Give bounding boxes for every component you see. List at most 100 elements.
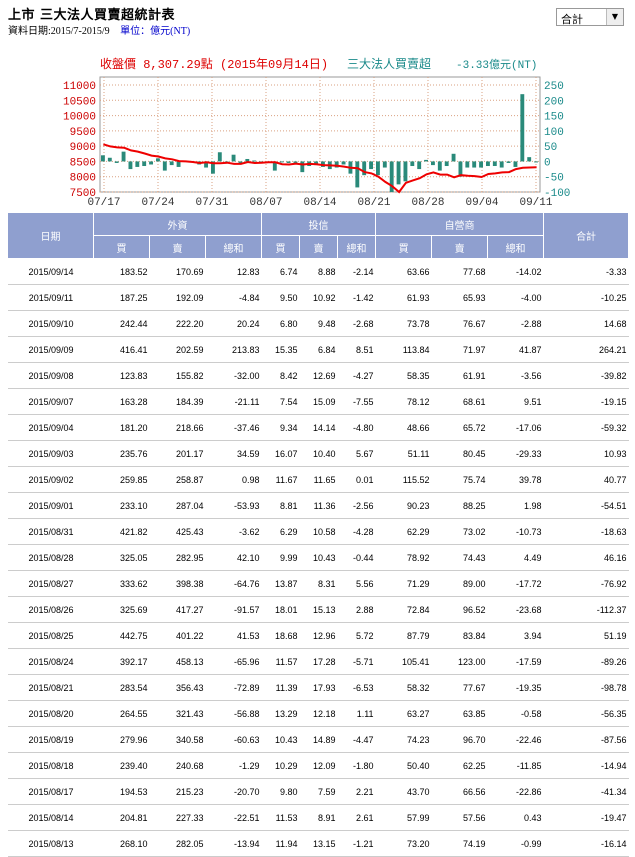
value-cell: -1.80 [337, 752, 376, 779]
table-row: 2015/08/24 392.17 458.13 -65.96 11.57 17.28 -5… [7, 648, 629, 675]
header-buy: 買 [93, 235, 150, 259]
value-cell: 240.68 [149, 752, 206, 779]
table-row: 2015/08/25 442.75 401.22 41.53 18.68 12.96 5.7… [7, 622, 629, 649]
summary-select[interactable]: 合計 ▼ [556, 8, 624, 26]
net-bar [135, 161, 140, 167]
value-cell: 4.49 [487, 544, 544, 571]
value-cell: 287.04 [149, 492, 206, 519]
net-bar [506, 161, 511, 163]
x-tick-label: 08/07 [249, 197, 282, 209]
value-cell: 41.53 [205, 622, 262, 649]
net-bar [513, 161, 518, 167]
table-row: 2015/08/20 264.55 321.43 -56.88 13.29 12.18 1.… [7, 700, 629, 727]
value-cell: 279.96 [93, 726, 150, 753]
value-cell: 11.36 [299, 492, 338, 519]
header-sell: 賣 [149, 235, 206, 259]
value-cell: -2.68 [337, 310, 376, 337]
date-cell: 2015/08/31 [7, 518, 94, 545]
net-bar [376, 161, 380, 176]
value-cell: 40.77 [543, 466, 629, 493]
date-cell: 2015/09/04 [7, 414, 94, 441]
date-cell: 2015/09/08 [7, 362, 94, 389]
value-cell: -22.86 [487, 778, 544, 805]
date-cell: 2015/08/25 [7, 622, 94, 649]
net-bar [341, 161, 346, 165]
value-cell: 96.52 [431, 596, 488, 623]
value-cell: 282.95 [149, 544, 206, 571]
value-cell: 8.42 [261, 362, 300, 389]
value-cell: 9.34 [261, 414, 300, 441]
date-cell: 2015/08/13 [7, 830, 94, 857]
value-cell: 115.52 [375, 466, 432, 493]
net-bar [451, 153, 456, 162]
value-cell: -17.59 [487, 648, 544, 675]
value-cell: -4.00 [487, 284, 544, 311]
header-sell: 賣 [299, 235, 339, 259]
value-cell: 73.78 [375, 310, 432, 337]
net-bar [169, 161, 174, 166]
net-bar [121, 151, 126, 162]
value-cell: 356.43 [149, 674, 206, 701]
x-tick-label: 09/11 [519, 197, 552, 209]
value-cell: 170.69 [149, 258, 206, 285]
value-cell: 58.32 [375, 674, 432, 701]
left-tick-label: 8500 [70, 157, 96, 169]
value-cell: 63.27 [375, 700, 432, 727]
value-cell: 42.10 [205, 544, 262, 571]
value-cell: -32.00 [205, 362, 262, 389]
value-cell: -22.51 [205, 804, 262, 831]
net-bar [499, 161, 504, 168]
institutional-trading-chart: 11000 10500 10000 9500 9000 8500 8000 7500 250 20… [63, 56, 570, 209]
value-cell: -72.89 [205, 674, 262, 701]
value-cell: 0.43 [487, 804, 544, 831]
value-cell: 71.29 [375, 570, 432, 597]
value-cell: 62.29 [375, 518, 432, 545]
table-row: 2015/09/11 187.25 192.09 -4.84 9.50 10.92 -1.4… [7, 284, 629, 311]
value-cell: 57.56 [431, 804, 488, 831]
value-cell: -76.92 [543, 570, 629, 597]
value-cell: 12.18 [299, 700, 338, 727]
date-cell: 2015/09/03 [7, 440, 94, 467]
value-cell: 325.05 [93, 544, 150, 571]
right-tick-label: -50 [544, 173, 564, 185]
right-tick-label: 100 [544, 127, 564, 139]
value-cell: -10.25 [543, 284, 629, 311]
right-tick-label: 200 [544, 96, 564, 108]
value-cell: 10.58 [299, 518, 338, 545]
header-sell: 賣 [431, 235, 489, 259]
net-bar [520, 94, 525, 162]
value-cell: 14.68 [543, 310, 629, 337]
net-bar [101, 155, 105, 162]
value-cell: 392.17 [93, 648, 150, 675]
value-cell: -1.42 [337, 284, 376, 311]
value-cell: -1.21 [337, 830, 376, 857]
value-cell: 8.91 [299, 804, 338, 831]
value-cell: -4.47 [337, 726, 376, 753]
value-cell: -2.56 [337, 492, 376, 519]
value-cell: 61.93 [375, 284, 432, 311]
net-bar [479, 161, 483, 168]
value-cell: 80.45 [431, 440, 488, 467]
net-bar [156, 158, 160, 162]
table-row: 2015/09/04 181.20 218.66 -37.46 9.34 14.14 -4.… [7, 414, 629, 441]
date-cell: 2015/08/14 [7, 804, 94, 831]
net-bar [465, 161, 470, 168]
table-row: 2015/09/08 123.83 155.82 -32.00 8.42 12.69 -4.… [7, 362, 629, 389]
value-cell: 333.62 [93, 570, 150, 597]
chart-left-title: 收盤價 8,307.29點 (2015年09月14日) [100, 57, 328, 72]
value-cell: 61.91 [431, 362, 488, 389]
value-cell: 6.80 [261, 310, 300, 337]
value-cell: 155.82 [149, 362, 206, 389]
table-row: 2015/08/13 268.10 282.05 -13.94 11.94 13.15 -1… [7, 830, 629, 857]
table-row: 2015/09/02 259.85 258.87 0.98 11.67 11.65 0.01… [7, 466, 629, 493]
value-cell: 48.66 [375, 414, 432, 441]
value-cell: 76.67 [431, 310, 488, 337]
value-cell: -22.46 [487, 726, 544, 753]
value-cell: 6.29 [261, 518, 300, 545]
chevron-down-icon: ▼ [606, 9, 623, 25]
value-cell: -4.27 [337, 362, 376, 389]
value-cell: -14.02 [487, 258, 544, 285]
value-cell: 442.75 [93, 622, 150, 649]
value-cell: -14.94 [543, 752, 629, 779]
value-cell: 62.25 [431, 752, 488, 779]
